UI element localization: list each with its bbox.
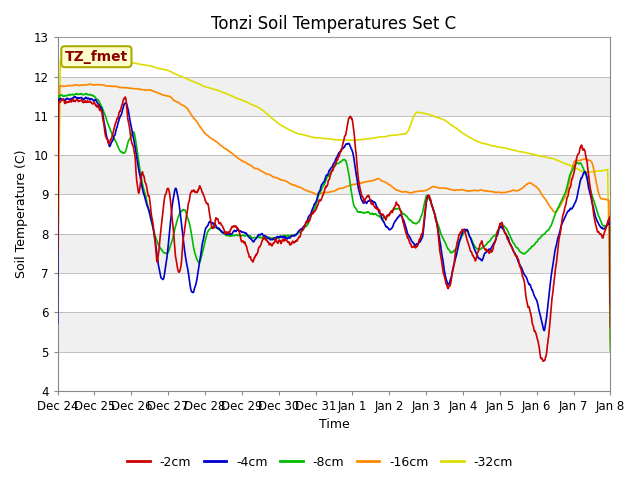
-4cm	[492, 235, 500, 240]
-2cm	[122, 94, 129, 100]
-2cm	[177, 264, 185, 269]
Line: -8cm: -8cm	[58, 94, 611, 351]
Text: TZ_fmet: TZ_fmet	[65, 50, 128, 64]
Legend: -2cm, -4cm, -8cm, -16cm, -32cm: -2cm, -4cm, -8cm, -16cm, -32cm	[122, 451, 518, 474]
-4cm	[72, 94, 79, 99]
Line: -32cm: -32cm	[58, 60, 611, 346]
-32cm	[492, 144, 500, 149]
-32cm	[164, 67, 172, 73]
-2cm	[607, 324, 614, 329]
-4cm	[164, 250, 172, 256]
Line: -4cm: -4cm	[58, 96, 611, 331]
Line: -16cm: -16cm	[58, 84, 611, 339]
-2cm	[540, 359, 547, 364]
Bar	[58, 194, 611, 234]
-16cm	[541, 196, 549, 202]
Bar	[58, 312, 611, 351]
-32cm	[420, 110, 428, 116]
-2cm	[164, 186, 172, 192]
-8cm	[77, 91, 85, 96]
Bar	[58, 77, 611, 116]
-8cm	[54, 274, 61, 279]
X-axis label: Time: Time	[319, 419, 349, 432]
-16cm	[607, 336, 614, 342]
Line: -2cm: -2cm	[58, 97, 611, 361]
-8cm	[239, 232, 246, 238]
-2cm	[492, 234, 500, 240]
-16cm	[177, 101, 185, 107]
-4cm	[177, 216, 185, 222]
-8cm	[164, 250, 172, 256]
-8cm	[177, 209, 185, 215]
-16cm	[420, 188, 428, 193]
-2cm	[420, 217, 428, 223]
-32cm	[239, 97, 246, 103]
Title: Tonzi Soil Temperatures Set C: Tonzi Soil Temperatures Set C	[211, 15, 456, 33]
-8cm	[492, 231, 500, 237]
-4cm	[54, 321, 61, 326]
-16cm	[239, 158, 246, 164]
-4cm	[239, 229, 246, 235]
-32cm	[607, 343, 614, 349]
-4cm	[607, 301, 614, 307]
-32cm	[54, 286, 61, 291]
-16cm	[86, 81, 93, 87]
-16cm	[492, 190, 500, 195]
Y-axis label: Soil Temperature (C): Soil Temperature (C)	[15, 150, 28, 278]
Bar	[58, 155, 611, 194]
Bar	[58, 273, 611, 312]
Bar	[58, 351, 611, 391]
Bar	[58, 234, 611, 273]
-8cm	[607, 348, 614, 354]
Bar	[58, 37, 611, 77]
-2cm	[541, 354, 549, 360]
-4cm	[420, 221, 428, 227]
-32cm	[177, 73, 185, 79]
-4cm	[541, 322, 549, 327]
-2cm	[54, 249, 61, 255]
-4cm	[540, 328, 548, 334]
-2cm	[239, 238, 246, 244]
-32cm	[541, 154, 549, 160]
-8cm	[541, 230, 549, 236]
-16cm	[54, 314, 61, 320]
-32cm	[89, 58, 97, 63]
Bar	[58, 116, 611, 155]
-16cm	[164, 93, 172, 99]
-8cm	[420, 202, 428, 208]
